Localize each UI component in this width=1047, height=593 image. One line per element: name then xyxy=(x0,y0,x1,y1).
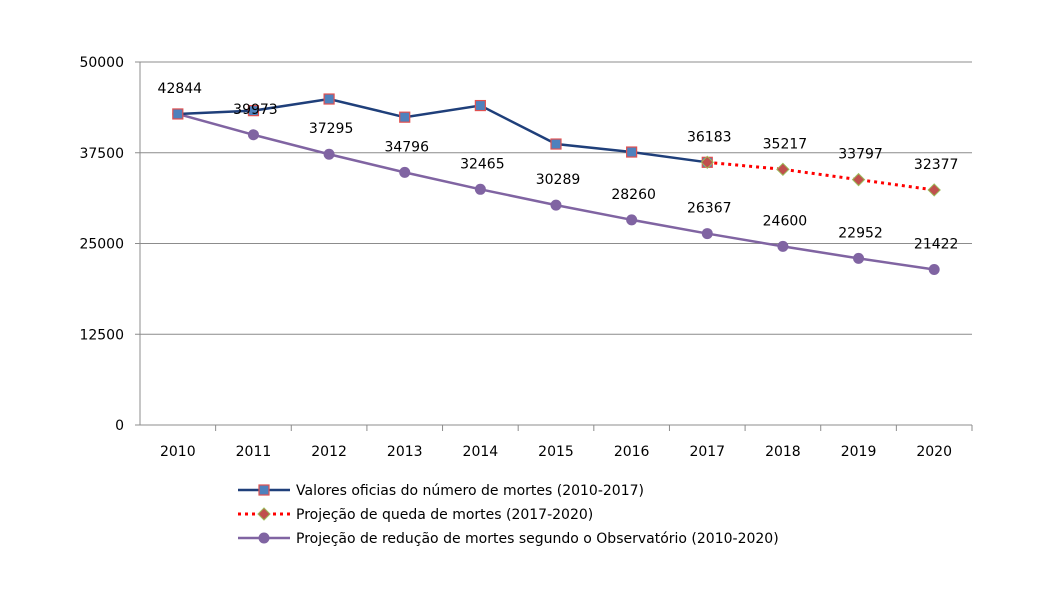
y-tick-label: 12500 xyxy=(79,327,124,343)
x-tick-label: 2015 xyxy=(538,444,574,460)
data-point-circle xyxy=(626,214,638,226)
data-label: 37295 xyxy=(309,121,354,137)
data-point-circle xyxy=(247,129,259,141)
data-point-circle xyxy=(777,240,789,252)
series-line xyxy=(177,97,708,164)
data-label: 33797 xyxy=(838,147,883,163)
data-point-circle xyxy=(928,263,940,275)
x-tick-label: 2018 xyxy=(765,444,801,460)
x-tick-label: 2017 xyxy=(689,444,725,460)
x-tick-label: 2010 xyxy=(160,444,196,460)
data-label: 26367 xyxy=(687,201,732,217)
data-point-diamond xyxy=(927,183,941,197)
data-point-diamond xyxy=(700,155,714,170)
data-point-circle xyxy=(323,148,335,160)
legend-label: Projeção de redução de mortes segundo o … xyxy=(296,531,779,547)
series-line xyxy=(707,160,935,192)
data-label: 30289 xyxy=(536,172,581,188)
series-line xyxy=(177,112,935,271)
data-label: 42844 xyxy=(158,81,203,97)
data-label: 36183 xyxy=(687,129,732,145)
data-point-circle xyxy=(474,183,486,195)
x-tick-label: 2016 xyxy=(614,444,650,460)
data-point-square xyxy=(474,99,486,112)
data-point-circle xyxy=(399,166,411,178)
y-tick-label: 50000 xyxy=(79,55,124,71)
data-label: 28260 xyxy=(611,187,656,203)
x-tick-label: 2014 xyxy=(463,444,499,460)
data-point-circle xyxy=(550,199,562,211)
x-tick-label: 2013 xyxy=(387,444,423,460)
x-tick-label: 2019 xyxy=(841,444,877,460)
data-point-square xyxy=(550,138,562,150)
data-label: 22952 xyxy=(838,225,883,241)
data-point-diamond xyxy=(851,172,866,187)
data-point-circle xyxy=(258,532,270,544)
legend-label: Valores oficias do número de mortes (201… xyxy=(296,483,644,499)
data-label: 32465 xyxy=(460,156,505,172)
data-label: 34796 xyxy=(384,139,429,155)
data-point-square xyxy=(172,108,184,120)
data-point-square xyxy=(323,93,335,105)
data-point-circle xyxy=(701,228,713,240)
legend-label: Projeção de queda de mortes (2017-2020) xyxy=(296,507,593,523)
data-label: 24600 xyxy=(763,213,808,229)
data-point-square xyxy=(626,146,638,158)
x-tick-label: 2020 xyxy=(916,444,952,460)
data-point-square xyxy=(247,105,260,117)
data-point-diamond xyxy=(776,162,790,177)
data-label: 35217 xyxy=(763,136,808,152)
data-point-diamond xyxy=(257,507,271,521)
data-point-square xyxy=(399,111,411,123)
data-point-square xyxy=(258,484,270,496)
x-tick-label: 2012 xyxy=(311,444,347,460)
data-label: 21422 xyxy=(914,236,959,252)
data-point-circle xyxy=(853,252,865,264)
y-tick-label: 37500 xyxy=(79,146,124,162)
y-tick-label: 25000 xyxy=(79,237,124,253)
data-label: 39973 xyxy=(233,102,278,118)
x-tick-label: 2011 xyxy=(236,444,272,460)
data-label: 32377 xyxy=(914,157,959,173)
y-tick-label: 0 xyxy=(115,418,124,434)
